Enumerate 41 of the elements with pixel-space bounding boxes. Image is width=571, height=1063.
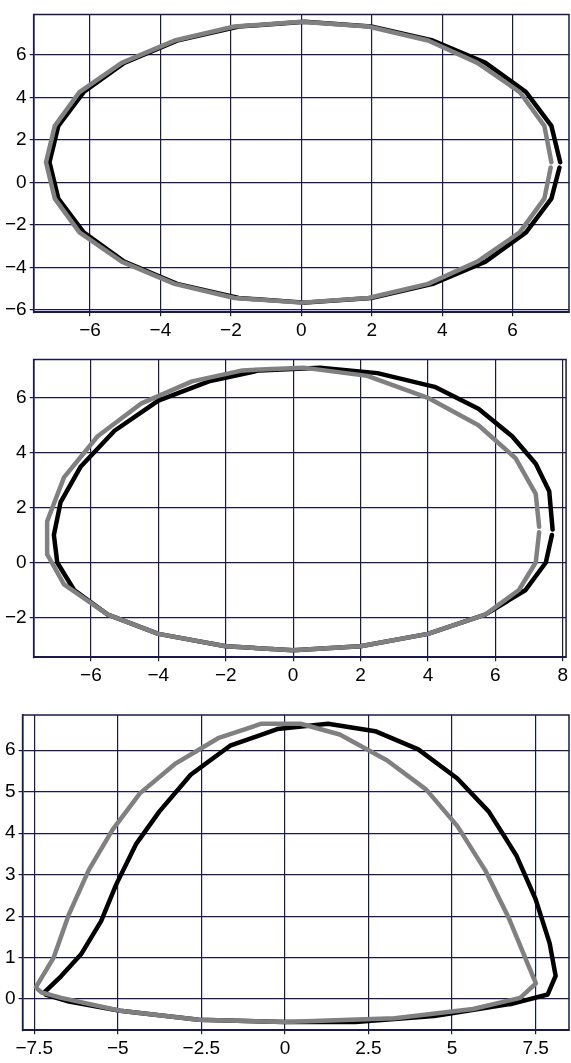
y-tick-label: −4 (4, 255, 28, 277)
x-tick-label: −4 (147, 663, 170, 685)
x-tick-label: 0 (296, 318, 307, 340)
y-tick-label: 0 (4, 987, 16, 1009)
x-tick-label: −4 (149, 318, 172, 340)
y-tick-label: 0 (16, 170, 27, 192)
y-tick-label: 4 (16, 85, 28, 107)
x-tick-label: 0 (287, 663, 299, 685)
y-tick-label: 2 (16, 495, 27, 517)
y-tick-label: 2 (4, 904, 16, 926)
x-tick-label: −5 (106, 1036, 129, 1058)
x-tick-label: 4 (436, 318, 448, 340)
y-tick-label: 3 (4, 862, 16, 884)
x-tick-label: 2 (355, 663, 366, 685)
x-tick-label: −7.5 (15, 1036, 54, 1058)
x-tick-label: 2.5 (355, 1036, 382, 1058)
y-tick-label: 5 (4, 779, 16, 801)
x-tick-label: 8 (557, 663, 568, 685)
x-tick-label: 0 (279, 1036, 291, 1058)
x-tick-label: −2 (214, 663, 237, 685)
x-tick-label: 5 (446, 1036, 458, 1058)
y-tick-label: −2 (4, 213, 27, 235)
x-tick-label: −2 (220, 318, 242, 340)
y-tick-label: 6 (16, 386, 27, 408)
y-tick-label: 0 (16, 550, 27, 572)
x-tick-label: −6 (79, 318, 101, 340)
y-tick-label: 6 (16, 43, 27, 65)
y-tick-label: −2 (4, 605, 27, 627)
x-tick-label: 6 (507, 318, 518, 340)
y-tick-label: 4 (16, 440, 28, 462)
x-tick-label: −2.5 (182, 1036, 221, 1058)
x-tick-label: 7.5 (522, 1036, 549, 1058)
x-tick-label: 4 (422, 663, 434, 685)
y-tick-label: 6 (4, 738, 16, 760)
y-tick-label: 2 (16, 128, 27, 150)
x-tick-label: −6 (80, 663, 102, 685)
y-tick-label: −6 (4, 298, 27, 320)
y-tick-label: 4 (4, 821, 16, 843)
x-tick-label: 6 (490, 663, 501, 685)
x-tick-label: 2 (366, 318, 378, 340)
y-tick-label: 1 (4, 945, 16, 967)
